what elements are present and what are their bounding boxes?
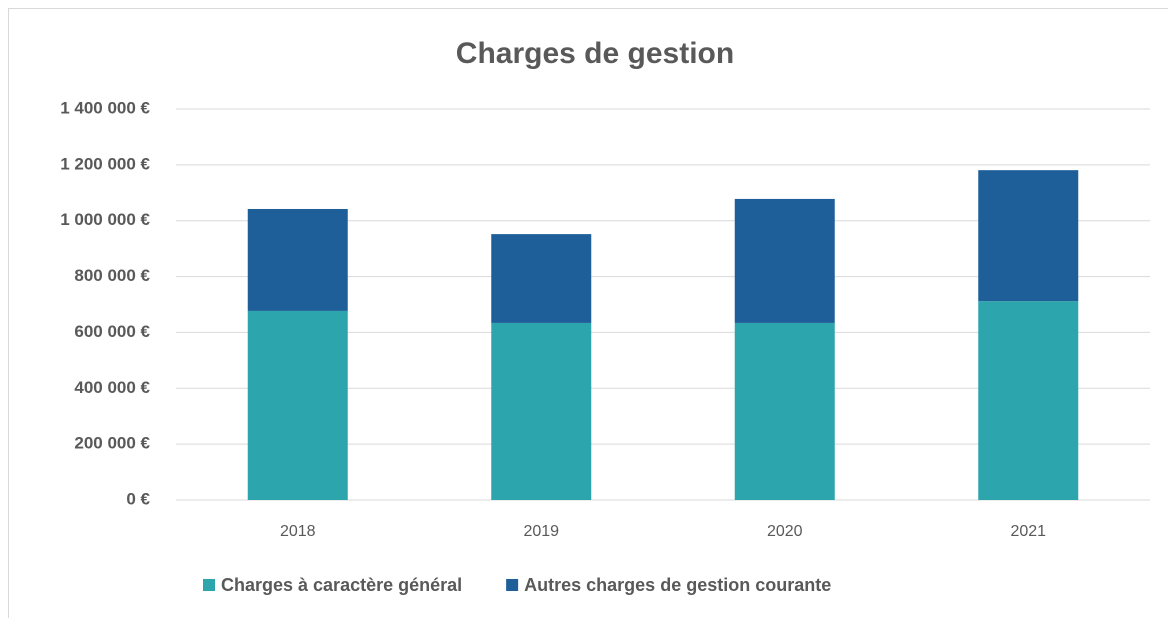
y-tick-label: 200 000 € <box>74 434 150 453</box>
bar-segment <box>247 310 348 500</box>
y-tick-label: 1 000 000 € <box>60 210 150 229</box>
bar-segment <box>491 234 592 323</box>
y-tick-label: 400 000 € <box>74 378 150 397</box>
x-tick-label: 2020 <box>767 523 803 540</box>
legend-label: Autres charges de gestion courante <box>524 575 831 595</box>
legend-label: Charges à caractère général <box>221 575 462 595</box>
chart-title: Charges de gestion <box>456 37 734 70</box>
y-tick-label: 800 000 € <box>74 266 150 285</box>
y-tick-label: 1 400 000 € <box>60 98 150 117</box>
bar-segment <box>734 322 835 500</box>
bar-segment <box>491 322 592 500</box>
x-tick-label: 2021 <box>1010 523 1046 540</box>
x-tick-label: 2019 <box>523 523 559 540</box>
bar-segment <box>978 170 1079 302</box>
bar-segment <box>978 301 1079 500</box>
legend-swatch <box>506 579 519 591</box>
x-tick-label: 2018 <box>280 523 316 540</box>
bar-segment <box>734 198 835 323</box>
legend-swatch <box>203 579 215 591</box>
y-tick-label: 1 200 000 € <box>60 154 150 173</box>
y-tick-label: 0 € <box>126 489 150 508</box>
bar-segment <box>247 208 348 311</box>
y-tick-label: 600 000 € <box>74 322 150 341</box>
chart-frame <box>8 8 1168 618</box>
